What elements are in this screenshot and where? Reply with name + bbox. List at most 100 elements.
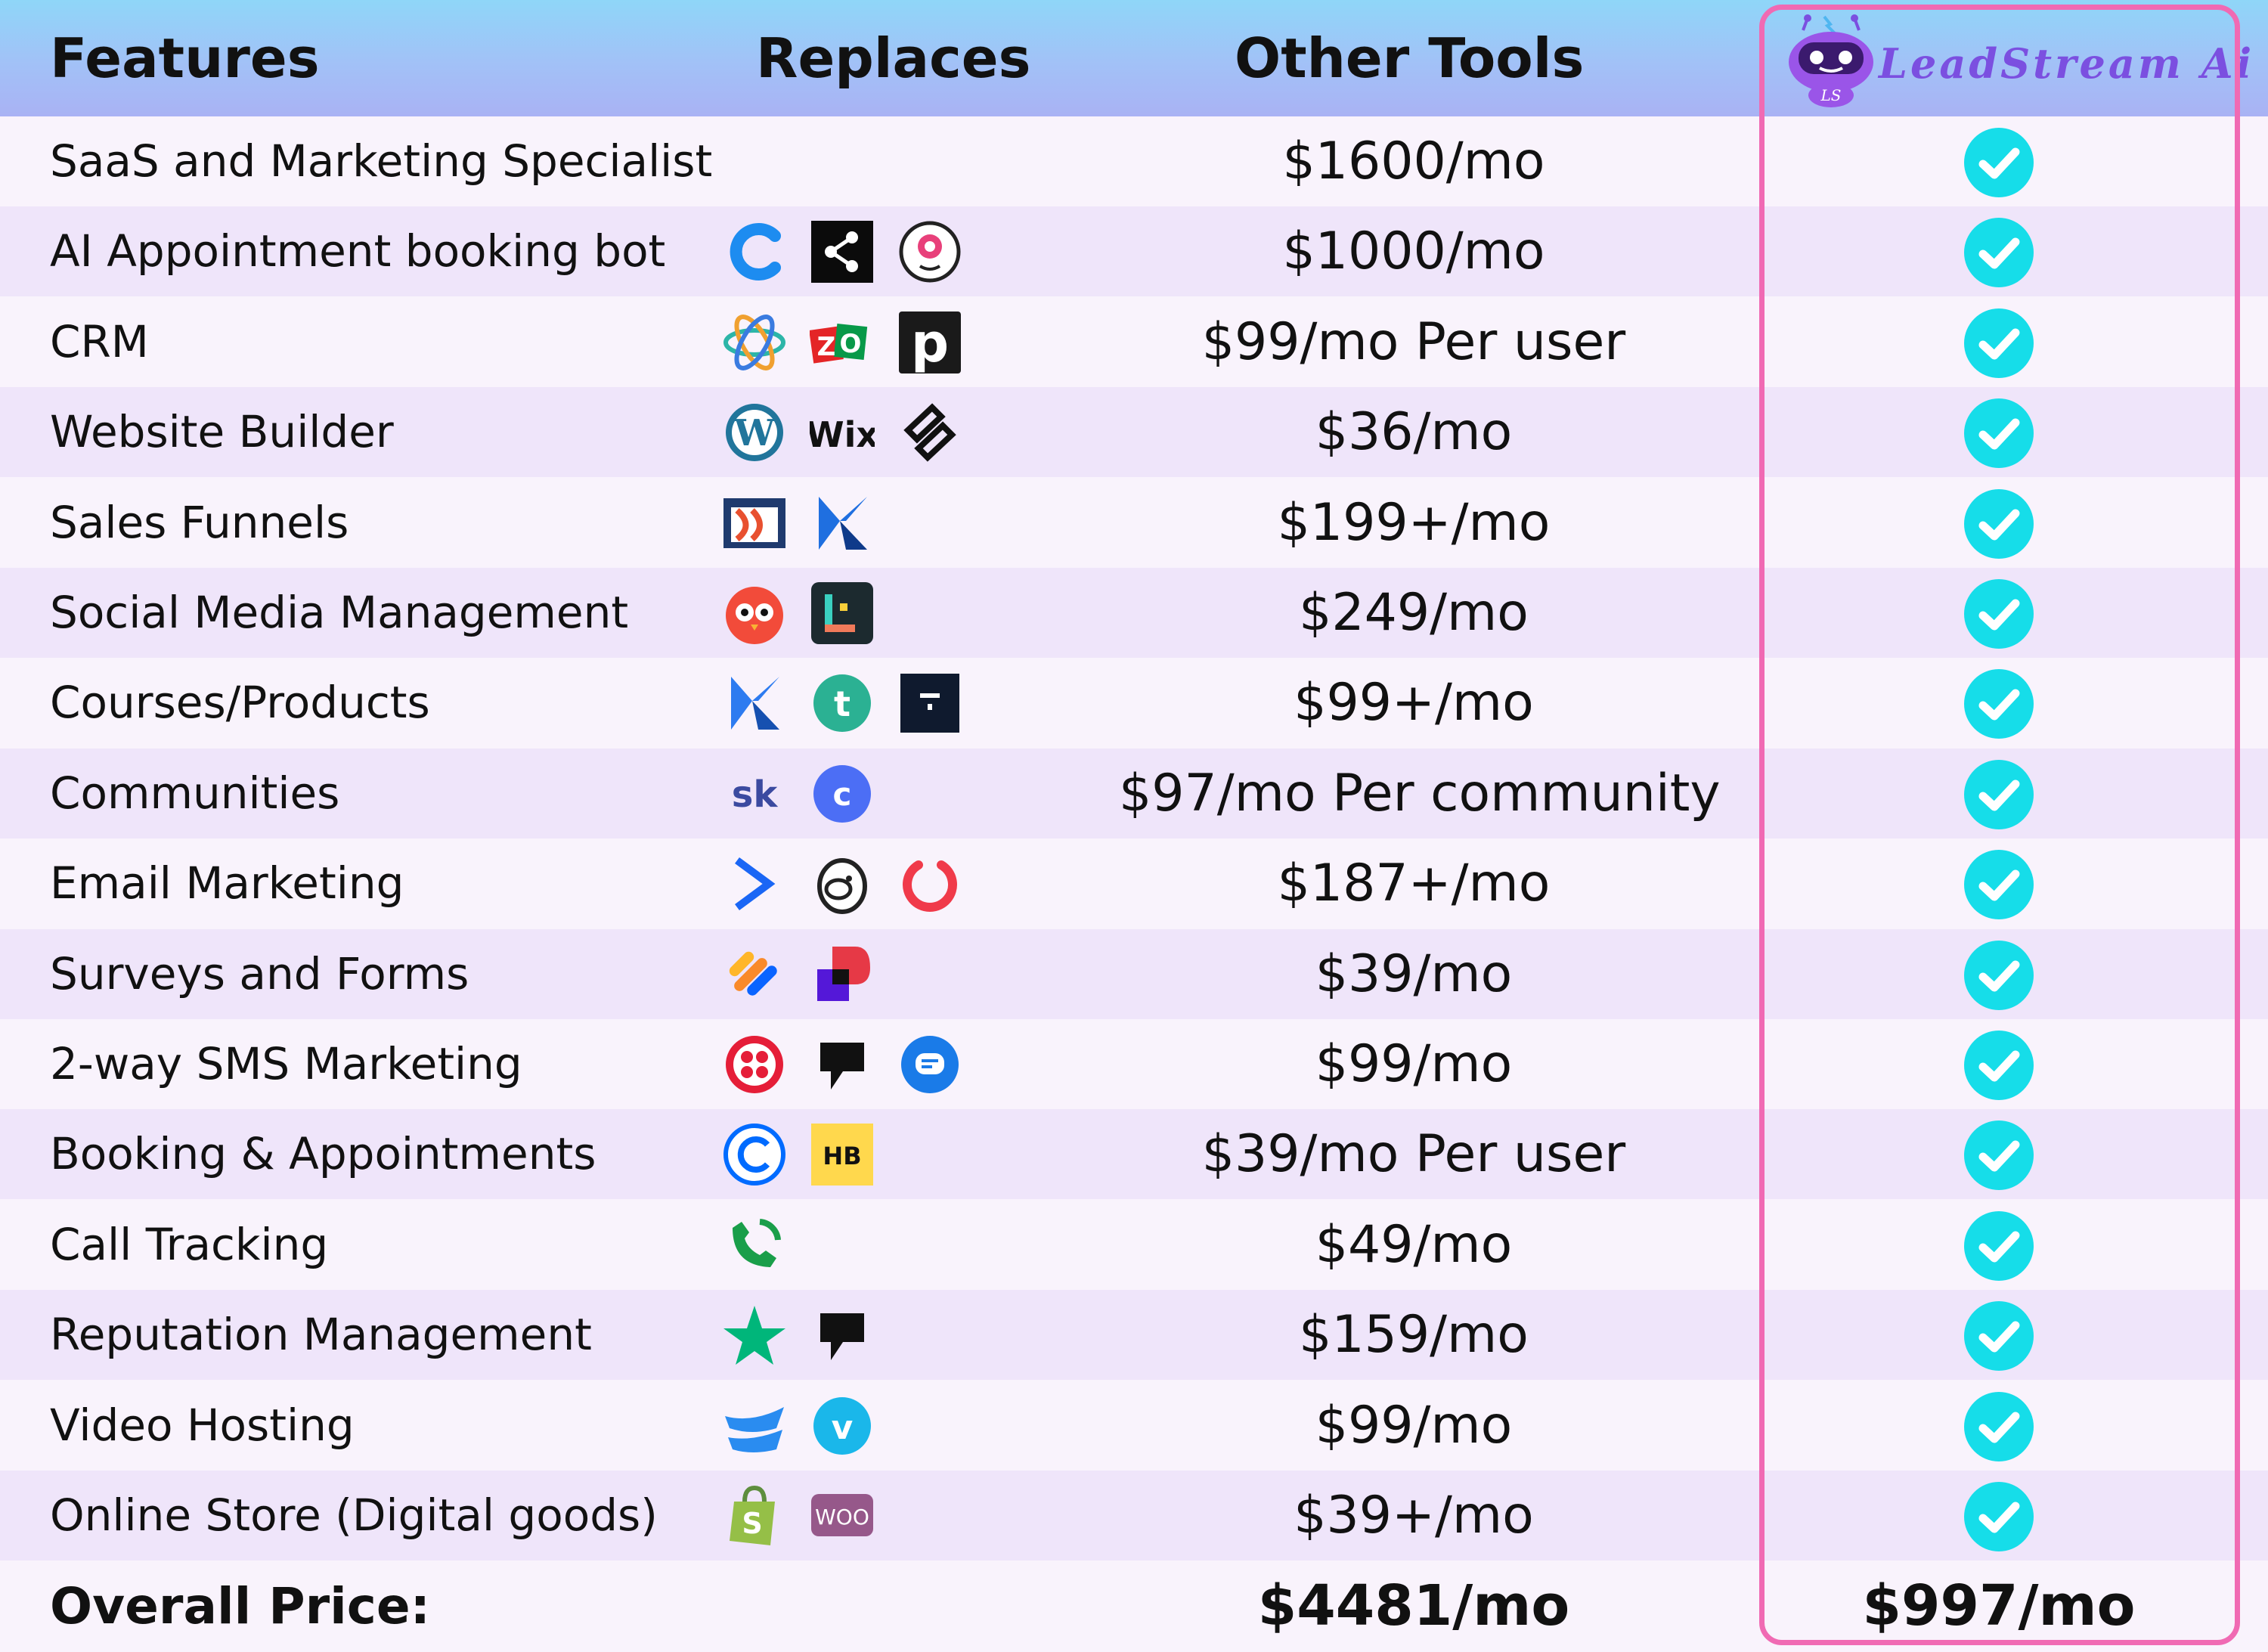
other-tools-price: $97/mo Per community: [1119, 763, 1721, 823]
check-icon: [1964, 398, 2034, 469]
check-icon: [1964, 488, 2034, 559]
robot-logo-icon: LS: [1789, 14, 1873, 107]
replaced-tools-logos: HB: [722, 1109, 1115, 1199]
kartra-logo: [819, 496, 867, 550]
table-row: 2-way SMS Marketing $99/mo: [0, 1019, 2268, 1109]
svg-text:Z: Z: [817, 332, 836, 362]
replaced-tools-logos: [722, 116, 1115, 206]
wix-logo: Wix: [810, 414, 875, 455]
replaced-tools-logos: [722, 478, 1115, 568]
check-icon: [1964, 1031, 2034, 1100]
replaced-tools-logos: v: [722, 1381, 1115, 1471]
svg-text:W: W: [733, 412, 776, 454]
feature-label: Booking & Appointments: [50, 1128, 596, 1180]
replaced-tools-logos: [722, 929, 1115, 1019]
check-icon: [1964, 759, 2034, 829]
other-tools-price: $187+/mo: [1277, 854, 1551, 914]
other-tools-price: $99/mo: [1315, 1395, 1513, 1455]
leadstream-brand: LS LeadStream Ai: [1780, 14, 2251, 110]
feature-label: Email Marketing: [50, 857, 404, 910]
check-icon: [1964, 128, 2034, 197]
woo-logo: WOO: [811, 1494, 873, 1536]
feature-label: Courses/Products: [50, 677, 430, 729]
replaced-tools-logos: sk c: [722, 749, 1115, 838]
camera-chat-logo: [899, 221, 961, 283]
check-icon: [1964, 1391, 2034, 1461]
svg-text:c: c: [833, 776, 852, 813]
replaced-tools-logos: [722, 1200, 1115, 1290]
replaced-tools-logos: [722, 838, 1115, 928]
twilio-logo: [726, 1036, 783, 1093]
shopify-logo: S: [730, 1485, 775, 1545]
other-tools-header: Other Tools: [1235, 26, 1585, 90]
check-icon: [1964, 579, 2034, 649]
replaces-header: Replaces: [756, 26, 1031, 90]
feature-label: SaaS and Marketing Specialist: [50, 135, 713, 187]
svg-text:t: t: [834, 683, 850, 724]
kajabi-logo: [731, 677, 779, 730]
svg-text:LS: LS: [1820, 86, 1842, 104]
thinkific-logo: [900, 674, 959, 733]
replaced-tools-logos: W Wix: [722, 387, 1115, 477]
feature-label: Sales Funnels: [50, 496, 349, 548]
svg-text:O: O: [840, 329, 862, 359]
other-tools-price: $99/mo Per user: [1201, 311, 1626, 372]
check-icon: [1964, 218, 2034, 288]
circle-logo: c: [813, 764, 871, 823]
total-label: Overall Price:: [50, 1577, 431, 1635]
table-row: Communities sk c $97/mo Per community: [0, 748, 2268, 838]
squarespace-logo: [903, 403, 956, 462]
wordpress-logo: W: [726, 404, 783, 462]
feature-label: Call Tracking: [50, 1218, 329, 1270]
honeybook-logo: HB: [811, 1124, 873, 1186]
other-tools-price: $39+/mo: [1294, 1486, 1534, 1545]
podium-logo: [820, 1313, 864, 1361]
typeform-logo: [817, 946, 870, 1001]
svg-text:HB: HB: [823, 1142, 861, 1170]
other-tools-price: $39/mo: [1315, 944, 1513, 1004]
podium-logo: [820, 1043, 864, 1089]
table-row: Social Media Management $249/mo: [0, 568, 2268, 658]
other-tools-price: $1600/mo: [1282, 132, 1545, 191]
svg-text:p: p: [911, 312, 949, 374]
teachable-logo: t: [813, 674, 871, 733]
pipedrive-logo: p: [899, 311, 961, 374]
svg-text:S: S: [742, 1507, 762, 1540]
table-row: Sales Funnels $199+/mo: [0, 477, 2268, 568]
total-row: Overall Price: $4481/mo $997/mo: [0, 1561, 2268, 1652]
table-row: Online Store (Digital goods) S WOO $39+/mo: [0, 1471, 2268, 1561]
table-row: Booking & Appointments HB $39/mo Per user: [0, 1109, 2268, 1200]
other-tools-price: $159/mo: [1299, 1305, 1529, 1365]
feature-label: Reputation Management: [50, 1309, 592, 1361]
total-leadstream-price: $997/mo: [1862, 1573, 2136, 1638]
textline-logo: [901, 1036, 959, 1093]
later-logo: [811, 582, 873, 644]
feature-label: 2-way SMS Marketing: [50, 1038, 522, 1089]
other-tools-price: $99+/mo: [1294, 673, 1534, 733]
other-tools-price: $1000/mo: [1282, 222, 1545, 282]
other-tools-price: $36/mo: [1315, 402, 1513, 463]
other-tools-price: $39/mo Per user: [1201, 1124, 1626, 1185]
keap-logo: [903, 860, 957, 913]
svg-text:Wix: Wix: [810, 414, 875, 455]
check-icon: [1964, 940, 2034, 1010]
check-icon: [1964, 1210, 2034, 1281]
replaced-tools-logos: [722, 206, 1115, 296]
wistia-logo: [725, 1406, 784, 1452]
activecampaign-logo: [735, 857, 776, 911]
table-row: Website Builder W Wix $36/mo: [0, 387, 2268, 478]
feature-label: Online Store (Digital goods): [50, 1489, 658, 1541]
feature-label: Video Hosting: [50, 1399, 355, 1451]
check-icon: [1964, 308, 2034, 378]
skool-logo: sk: [732, 773, 779, 816]
callrail-logo: [733, 1218, 781, 1267]
check-icon: [1964, 1482, 2034, 1551]
table-row: Video Hosting v $99/mo: [0, 1380, 2268, 1471]
mailchimp-logo: [817, 858, 867, 915]
table-header: Features Replaces Other Tools: [0, 0, 2268, 116]
table-row: SaaS and Marketing Specialist $1600/mo: [0, 116, 2268, 206]
svg-text:sk: sk: [732, 773, 779, 816]
replaced-tools-logos: S WOO: [722, 1471, 1115, 1561]
total-other-tools-price: $4481/mo: [1257, 1573, 1570, 1638]
